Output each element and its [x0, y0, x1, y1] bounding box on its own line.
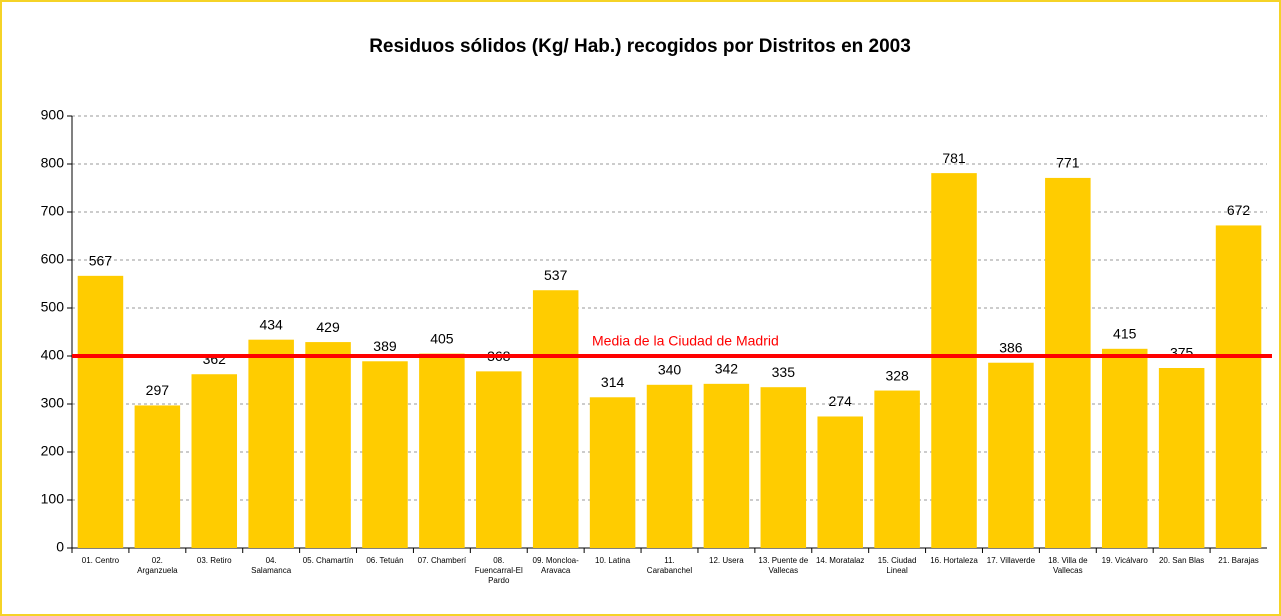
bar — [1045, 177, 1091, 549]
x-tick-label-box: 20. San Blas — [1158, 556, 1205, 565]
x-tick-label: 09. Moncloa-Aravaca — [532, 556, 579, 575]
value-label: 537 — [544, 267, 568, 283]
x-tick-label: 13. Puente de Vallecas — [758, 556, 809, 575]
x-tick-label: 20. San Blas — [1158, 556, 1205, 565]
y-tick-label: 800 — [41, 155, 65, 171]
x-tick-label-box: 12. Usera — [709, 556, 744, 565]
y-tick-label: 300 — [41, 395, 65, 411]
value-label: 335 — [772, 364, 796, 380]
x-tick-label: 11. Carabanchel — [646, 556, 693, 575]
value-label: 429 — [316, 319, 340, 335]
value-label: 415 — [1113, 326, 1137, 342]
bar — [532, 290, 579, 548]
x-tick-label-box: 17. Villaverde — [986, 556, 1036, 565]
bar — [760, 387, 807, 548]
value-label: 567 — [89, 253, 113, 269]
value-label: 362 — [203, 351, 227, 367]
bar — [248, 339, 294, 548]
y-tick-label: 400 — [41, 347, 65, 363]
value-label: 386 — [999, 339, 1023, 355]
x-tick-label: 02. Arganzuela — [137, 556, 178, 575]
x-tick-label-box: 16. Hortaleza — [930, 556, 978, 565]
bar — [419, 353, 465, 548]
x-tick-label-box: 14. Moratalaz — [815, 556, 865, 565]
x-tick-label: 10. Latina — [595, 556, 631, 565]
x-tick-label: 18. Villa de Vallecas — [1048, 556, 1088, 575]
x-tick-label-box: 10. Latina — [595, 556, 631, 565]
bar — [305, 342, 351, 548]
x-tick-label: 08. Fuencarral-El Pardo — [474, 556, 523, 585]
y-tick-label: 100 — [41, 491, 65, 507]
bar — [362, 361, 408, 548]
x-tick-label-box: 11. Carabanchel — [646, 556, 693, 575]
value-label: 340 — [658, 362, 682, 378]
x-tick-label-box: 03. Retiro — [196, 556, 232, 565]
y-tick-label: 900 — [41, 107, 65, 123]
bar — [931, 173, 977, 548]
value-label: 434 — [259, 316, 283, 332]
value-label: 771 — [1056, 155, 1080, 171]
x-tick-label: 03. Retiro — [196, 556, 232, 565]
value-label: 314 — [601, 374, 625, 390]
x-tick-label: 14. Moratalaz — [815, 556, 865, 565]
value-label: 405 — [430, 330, 454, 346]
x-tick-label-box: 13. Puente de Vallecas — [758, 556, 809, 575]
x-tick-label-box: 19. Vicálvaro — [1101, 556, 1148, 565]
value-label: 342 — [715, 361, 739, 377]
bar — [703, 383, 750, 548]
y-tick-label: 700 — [41, 203, 65, 219]
x-tick-label-box: 07. Chamberí — [417, 556, 467, 565]
x-tick-label: 01. Centro — [81, 556, 120, 565]
value-label: 375 — [1170, 345, 1194, 361]
value-label: 389 — [373, 338, 397, 354]
bar — [134, 405, 181, 548]
x-tick-label-box: 15. Ciudad Lineal — [877, 556, 917, 575]
x-tick-label: 05. Chamartín — [302, 556, 354, 565]
y-tick-label: 600 — [41, 251, 65, 267]
x-tick-label: 04. Salamanca — [251, 556, 292, 575]
chart-title: Residuos sólidos (Kg/ Hab.) recogidos po… — [369, 36, 911, 57]
bar — [817, 416, 863, 548]
x-tick-label-box: 02. Arganzuela — [137, 556, 178, 575]
bar — [646, 384, 693, 548]
x-tick-label-box: 01. Centro — [81, 556, 120, 565]
x-tick-label-box: 21. Barajas — [1218, 556, 1259, 565]
x-tick-label-box: 09. Moncloa-Aravaca — [532, 556, 579, 575]
value-label: 672 — [1227, 202, 1251, 218]
x-tick-label-box: 05. Chamartín — [302, 556, 354, 565]
value-label: 328 — [885, 367, 909, 383]
x-tick-label: 07. Chamberí — [417, 556, 467, 565]
x-tick-label: 16. Hortaleza — [930, 556, 978, 565]
bar — [1215, 225, 1262, 548]
y-tick-label: 500 — [41, 299, 65, 315]
bar — [874, 390, 920, 548]
bar — [191, 374, 238, 548]
bar — [589, 397, 636, 548]
bar — [1101, 348, 1148, 548]
value-label: 297 — [146, 382, 170, 398]
x-tick-label-box: 04. Salamanca — [251, 556, 292, 575]
bar — [476, 371, 522, 548]
x-tick-label-box: 18. Villa de Vallecas — [1048, 556, 1088, 575]
reference-label: Media de la Ciudad de Madrid — [592, 333, 779, 349]
y-tick-label: 0 — [56, 539, 64, 555]
x-tick-label: 19. Vicálvaro — [1101, 556, 1148, 565]
value-label: 781 — [942, 150, 966, 166]
x-tick-label-box: 08. Fuencarral-El Pardo — [474, 556, 523, 585]
value-label: 274 — [829, 393, 853, 409]
x-tick-label: 15. Ciudad Lineal — [877, 556, 917, 575]
x-tick-label: 12. Usera — [709, 556, 744, 565]
x-tick-label: 21. Barajas — [1218, 556, 1259, 565]
x-tick-label: 06. Tetuán — [366, 556, 404, 565]
y-tick-label: 200 — [41, 443, 65, 459]
x-tick-label-box: 06. Tetuán — [366, 556, 404, 565]
bar — [988, 362, 1034, 548]
bar — [77, 275, 124, 548]
bar — [1158, 368, 1205, 548]
x-tick-label: 17. Villaverde — [986, 556, 1036, 565]
